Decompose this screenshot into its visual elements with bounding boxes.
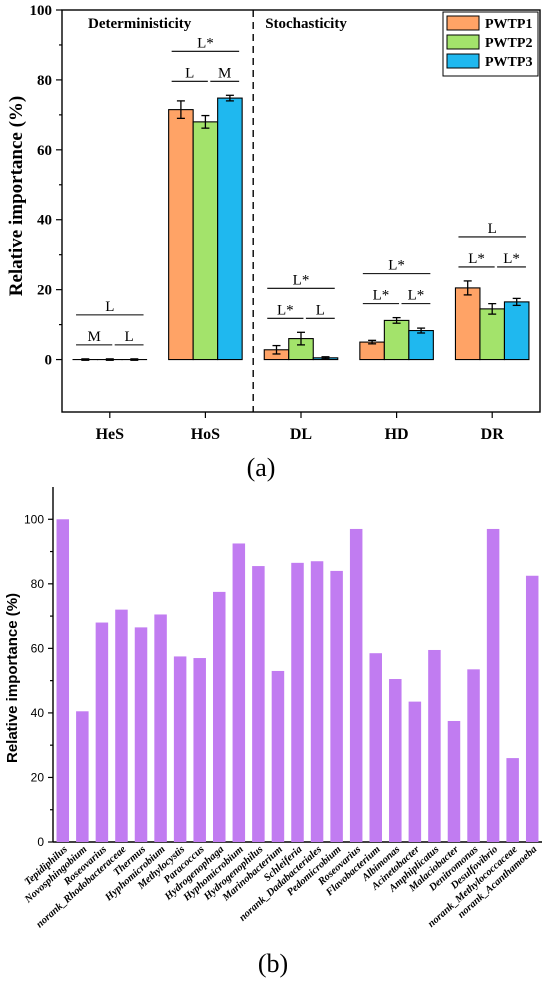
chart-a-bar bbox=[192, 121, 219, 361]
chart-a-x-tick-label: DR bbox=[481, 426, 505, 443]
chart-a-annotation-label: M bbox=[87, 329, 100, 345]
chart-b-bar bbox=[271, 670, 285, 842]
chart-b-bar bbox=[447, 720, 461, 842]
chart-b-bar bbox=[213, 591, 226, 842]
chart-a-annotation-label: L bbox=[105, 299, 114, 315]
chart-a-region-label-deterministicity: Deterministicity bbox=[88, 16, 192, 32]
chart-a-annotation-label: L* bbox=[373, 288, 390, 304]
chart-a-y-tick-label: 40 bbox=[37, 213, 52, 229]
chart-b-bar bbox=[349, 528, 363, 842]
chart-a-annotation-label: M bbox=[218, 65, 231, 81]
chart-b-bar bbox=[428, 649, 441, 842]
chart-b-bar bbox=[525, 575, 539, 842]
chart-b-y-tick-label: 80 bbox=[31, 577, 45, 591]
chart-b-bar bbox=[252, 566, 265, 842]
chart-a-regions: Deterministicity Stochasticity bbox=[88, 10, 347, 412]
chart-a-annotation-label: L* bbox=[388, 258, 405, 274]
chart-b-bar bbox=[310, 561, 324, 842]
chart-a-y-tick-label: 20 bbox=[37, 283, 52, 299]
chart-a-y-tick-label: 60 bbox=[37, 143, 52, 159]
chart-b-bar bbox=[76, 711, 89, 842]
chart-a-annotation-label: L* bbox=[408, 288, 425, 304]
chart-a-annotation-label: L bbox=[488, 221, 497, 237]
chart-b-bar bbox=[506, 758, 519, 842]
chart-b-x-labels: TepidiphilusNovosphingobiumRoseovariusno… bbox=[22, 843, 539, 930]
chart-a-annotations: M LLL ML*L* LL*L* L*L* L* L*L bbox=[76, 35, 526, 346]
chart-a-annotation-label: L* bbox=[468, 251, 485, 267]
chart-a-annotation-label: L* bbox=[197, 35, 214, 51]
panel-label-b: (b) bbox=[258, 949, 288, 978]
chart-a-annotation-label: L* bbox=[503, 251, 520, 267]
chart-a-x-tick-label: DL bbox=[290, 426, 312, 443]
chart-b-bar bbox=[408, 701, 422, 842]
chart-a-y-axis-label: Relative importance (%) bbox=[6, 96, 27, 297]
chart-a-bar bbox=[383, 319, 410, 361]
chart-b-bar bbox=[291, 562, 304, 842]
chart-b-y-axis-label: Relative importance (%) bbox=[4, 593, 21, 763]
chart-a-region-label-stochasticity: Stochasticity bbox=[265, 16, 347, 32]
chart-b-bar bbox=[154, 614, 167, 842]
chart-a: 0 20 40 60 80 100 HeS HoS DL HD DR Deterministici… bbox=[6, 3, 541, 482]
chart-b-bar bbox=[134, 627, 148, 842]
chart-a-legend: PWTP1 PWTP2 PWTP3 bbox=[442, 11, 539, 77]
chart-a-bar bbox=[503, 301, 530, 361]
chart-a-bar bbox=[168, 109, 194, 361]
chart-a-annotation-label: L bbox=[185, 65, 194, 81]
chart-a-bar bbox=[454, 287, 481, 361]
chart-a-x-tick-label: HoS bbox=[191, 426, 220, 443]
chart-a-legend-swatch bbox=[446, 34, 480, 50]
chart-a-bar bbox=[217, 97, 243, 361]
chart-b-y-tick-label: 40 bbox=[31, 706, 45, 720]
chart-a-annotation-label: L* bbox=[293, 272, 310, 288]
chart-a-x-ticks: HeS HoS DL HD DR bbox=[96, 412, 505, 443]
chart-b-y-tick-label: 60 bbox=[31, 641, 45, 655]
chart-a-error-bars bbox=[81, 94, 521, 361]
chart-a-annotation-label: L* bbox=[277, 302, 294, 318]
chart-b-bar bbox=[232, 543, 246, 842]
chart-b-bars bbox=[56, 519, 539, 842]
chart-b-y-tick-label: 0 bbox=[37, 835, 44, 849]
chart-b-bar bbox=[115, 609, 128, 842]
chart-a-x-tick-label: HD bbox=[385, 426, 409, 443]
chart-b: 0 20 40 60 80 100 TepidiphilusNovosphingobium… bbox=[4, 487, 542, 978]
chart-a-y-tick-label: 100 bbox=[30, 3, 53, 19]
chart-b-bar bbox=[173, 656, 187, 842]
panel-label-a: (a) bbox=[247, 453, 276, 482]
chart-b-bar bbox=[486, 528, 500, 842]
chart-a-bar bbox=[359, 341, 385, 361]
chart-a-legend-swatch bbox=[446, 53, 480, 69]
chart-a-legend-swatch bbox=[446, 15, 480, 31]
chart-b-y-ticks: 0 20 40 60 80 100 bbox=[24, 512, 53, 849]
chart-a-bars bbox=[72, 97, 530, 361]
chart-a-legend-label: PWTP1 bbox=[485, 17, 532, 32]
chart-a-bar bbox=[408, 330, 434, 361]
chart-a-bar bbox=[479, 308, 506, 361]
chart-b-bar bbox=[95, 622, 109, 842]
chart-a-annotation-label: L bbox=[316, 302, 325, 318]
chart-a-legend-label: PWTP3 bbox=[485, 55, 532, 70]
chart-b-bar bbox=[193, 658, 206, 842]
chart-a-y-tick-label: 0 bbox=[45, 353, 53, 369]
chart-b-bar bbox=[467, 669, 480, 842]
chart-a-x-tick-label: HeS bbox=[96, 426, 125, 443]
chart-b-bar bbox=[56, 519, 70, 842]
chart-b-y-tick-label: 100 bbox=[24, 512, 44, 526]
chart-b-bar bbox=[389, 679, 402, 842]
chart-a-legend-label: PWTP2 bbox=[485, 36, 532, 51]
chart-a-y-tick-label: 80 bbox=[37, 73, 52, 89]
chart-a-annotation-label: L bbox=[125, 329, 134, 345]
chart-a-y-ticks: 0 20 40 60 80 100 bbox=[30, 3, 62, 369]
chart-b-bar bbox=[330, 570, 343, 842]
chart-b-bar bbox=[369, 653, 382, 842]
chart-b-y-tick-label: 20 bbox=[31, 770, 45, 784]
